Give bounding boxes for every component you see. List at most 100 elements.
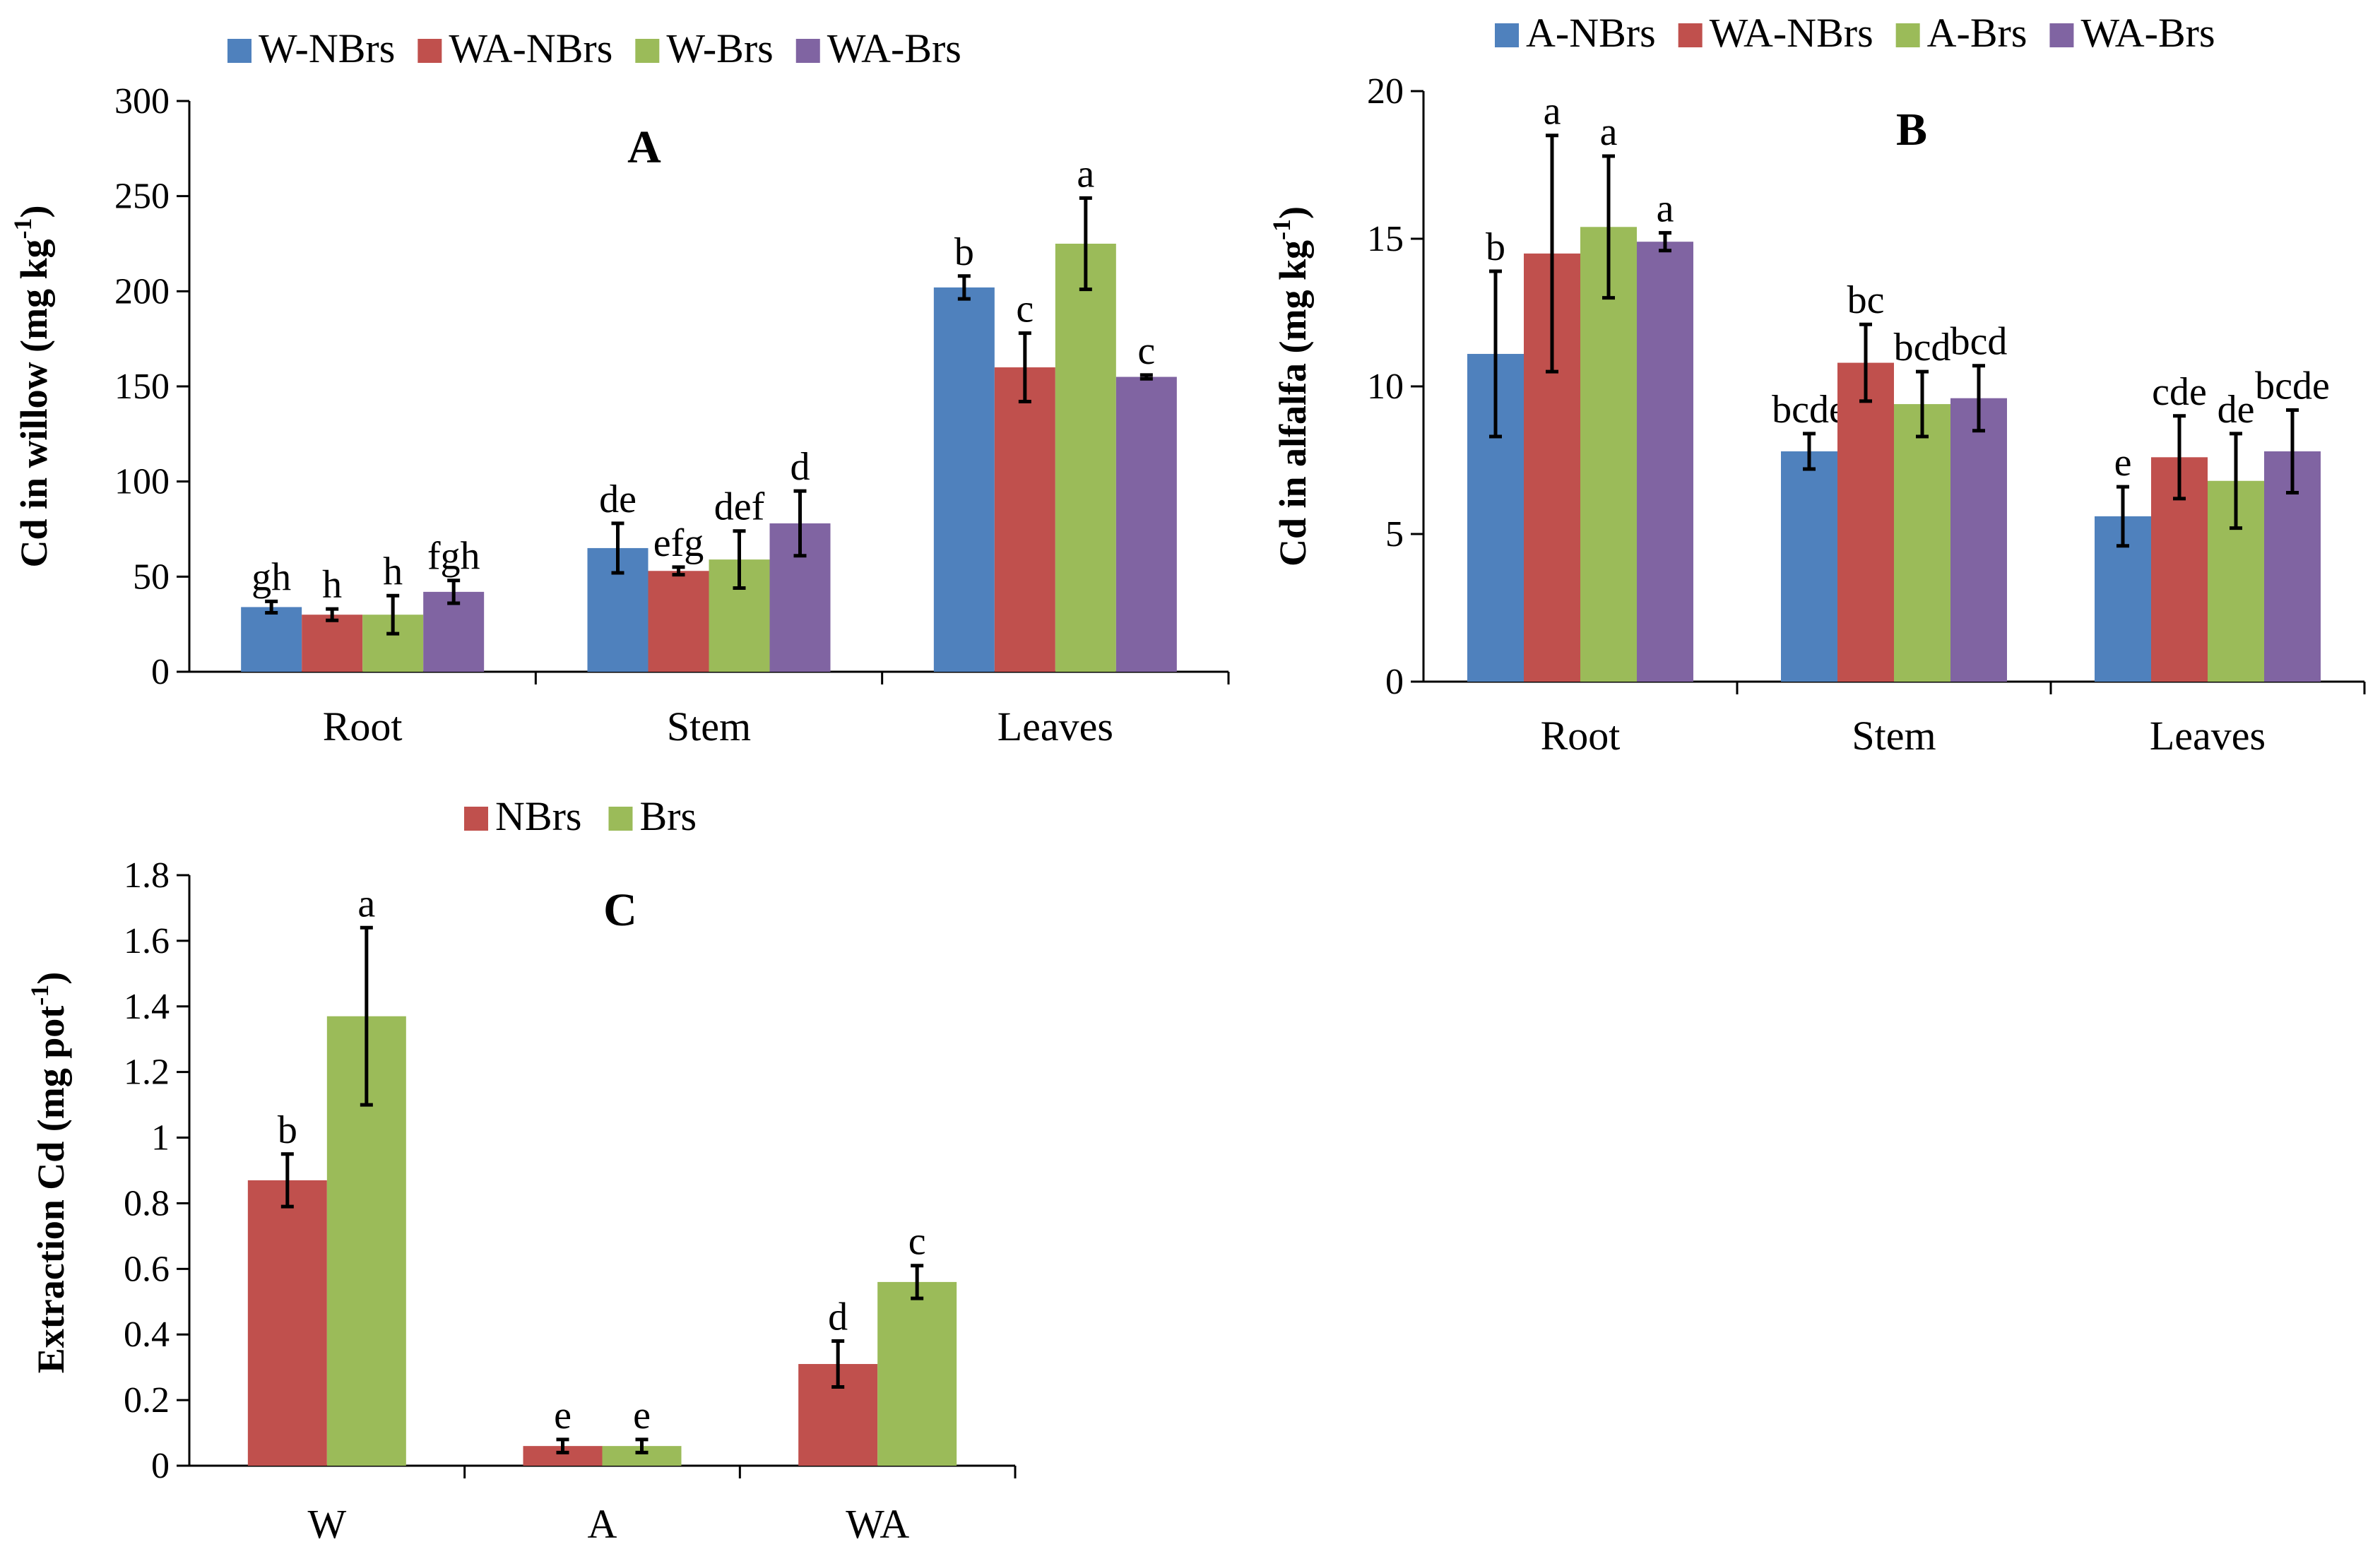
panel-c-legend-label: Brs (639, 793, 697, 839)
panel-b-legend-swatch (1495, 23, 1519, 47)
panel-a-significance-letter: efg (653, 521, 704, 565)
panel-b-legend-swatch (1678, 23, 1703, 47)
panel-c-y-tick-label: 0.8 (124, 1183, 170, 1223)
panel-b-significance-letter: bcde (1772, 388, 1847, 432)
panel-a-legend-label: WA-NBrs (449, 25, 612, 71)
panel-a-y-tick-label: 0 (151, 652, 170, 692)
panel-a-y-tick-label: 50 (133, 557, 170, 597)
panel-a-significance-letter: b (954, 230, 974, 274)
panel-b-significance-letter: bc (1847, 278, 1885, 322)
panel-b-y-tick-label: 20 (1367, 71, 1404, 112)
panel-b-significance-letter: e (2114, 441, 2132, 485)
panel-b-category-label: Leaves (2150, 713, 2266, 759)
panel-a-significance-letter: gh (251, 555, 291, 599)
panel-a-bar (302, 615, 363, 672)
panel-a-legend-label: W-NBrs (259, 25, 395, 71)
panel-c-y-axis-title: Extraction Cd (mg pot-1) (25, 972, 72, 1373)
panel-c-legend-swatch (608, 807, 633, 831)
panel-a-bar (648, 571, 709, 672)
panel-a-legend-swatch (635, 39, 660, 63)
panel-c-category-label: WA (846, 1501, 909, 1547)
panel-a-category-label: Leaves (997, 704, 1113, 749)
panel-a-category-label: Stem (667, 704, 751, 749)
panel-b-y-tick-label: 0 (1385, 662, 1404, 702)
panel-c-y-tick-label: 1.2 (124, 1052, 170, 1093)
panel-a-significance-letter: c (1016, 287, 1034, 331)
panel-a-legend-label: WA-Brs (827, 25, 961, 71)
panel-b-legend-swatch (2049, 23, 2074, 47)
panel-c-significance-letter: e (554, 1394, 572, 1437)
panel-c-chart: 00.20.40.60.811.21.41.61.8W A WAbedaecNBrs… (25, 793, 1017, 1547)
panel-a-significance-letter: c (1137, 329, 1155, 373)
panel-a-significance-letter: h (322, 563, 342, 607)
panel-b-bar (1837, 362, 1894, 682)
panel-a-legend-swatch (418, 39, 442, 63)
panel-a-category-label: Root (323, 704, 403, 749)
panel-c-significance-letter: a (357, 882, 375, 925)
panel-a-bar (1115, 376, 1177, 672)
panel-c-y-tick-label: 0.4 (124, 1315, 170, 1355)
panel-b-bar (1580, 227, 1637, 682)
panel-a-y-tick-label: 250 (114, 177, 170, 217)
panel-a-y-tick-label: 300 (114, 81, 170, 121)
panel-c-category-label: W (307, 1501, 346, 1547)
panel-a-legend-swatch (795, 39, 820, 63)
panel-c-y-tick-label: 0.6 (124, 1249, 170, 1289)
panel-a-bar (994, 367, 1055, 672)
panel-b-bar (1894, 404, 1950, 682)
panel-a-y-axis-title: Cd in willow (mg kg-1) (8, 205, 55, 567)
panel-c-significance-letter: b (278, 1108, 297, 1152)
panel-a-bar (241, 607, 302, 672)
panel-b-legend-swatch (1895, 23, 1920, 47)
panel-c-bar (247, 1180, 327, 1466)
panel-a-y-tick-label: 200 (114, 271, 170, 312)
panel-c-title: C (603, 884, 637, 936)
panel-b-significance-letter: bcd (1950, 320, 2008, 364)
panel-a-y-tick-label: 150 (114, 367, 170, 407)
panel-c-y-tick-label: 1.6 (124, 921, 170, 961)
panel-b-significance-letter: bcde (2255, 364, 2330, 408)
panel-b-significance-letter: de (2218, 388, 2255, 432)
panel-b-title: B (1896, 104, 1927, 155)
panel-c-y-tick-label: 0.2 (124, 1380, 170, 1420)
panel-c-legend-swatch (464, 807, 488, 831)
panel-a-significance-letter: d (791, 445, 810, 489)
panel-b-significance-letter: bcd (1894, 326, 1951, 369)
panel-b-significance-letter: a (1544, 90, 1561, 134)
panel-b-y-axis-title: Cd in alfalfa (mg kg-1) (1267, 206, 1314, 567)
panel-b-significance-letter: a (1657, 187, 1674, 231)
panel-c-bar (877, 1281, 957, 1466)
panel-a-significance-letter: def (714, 485, 765, 529)
panel-a-title: A (627, 121, 661, 173)
panel-b-bar (1781, 451, 1837, 682)
panel-b-y-tick-label: 10 (1367, 367, 1404, 407)
panel-b-category-label: Root (1541, 713, 1621, 759)
panel-a-significance-letter: h (383, 550, 403, 593)
panel-c-y-tick-label: 1.8 (124, 855, 170, 896)
panel-b-bar (1950, 398, 2007, 682)
panel-a-legend-label: W-Brs (666, 25, 773, 71)
panel-a-significance-letter: fgh (427, 535, 480, 579)
panel-b-legend-label: WA-NBrs (1710, 10, 1873, 56)
panel-b-significance-letter: a (1600, 110, 1618, 154)
panel-c-significance-letter: e (633, 1394, 651, 1437)
panel-b-bar (1637, 242, 1693, 682)
panel-b-chart: 0 5 10 15 20 Root Stem Leaves b bcde e a bc cde a bcd de… (1267, 10, 2366, 759)
panel-a-significance-letter: a (1077, 152, 1094, 196)
panel-a-bar (423, 591, 485, 672)
panel-c-y-tick-label: 1 (151, 1118, 170, 1158)
panel-c-category-label: A (588, 1501, 617, 1547)
panel-a-legend-swatch (227, 39, 251, 63)
panel-a-bar (933, 287, 995, 672)
panel-c-y-tick-label: 1.4 (124, 987, 170, 1027)
panel-c-y-tick-label: 0 (151, 1446, 170, 1486)
panel-b-significance-letter: b (1486, 225, 1505, 269)
panel-b-y-tick-label: 5 (1385, 514, 1404, 554)
panel-a-y-tick-label: 100 (114, 462, 170, 502)
panel-b-legend-label: A-NBrs (1526, 10, 1656, 56)
panel-b-category-label: Stem (1852, 713, 1936, 759)
panel-a-significance-letter: de (599, 478, 637, 521)
panel-c-legend-label: NBrs (495, 793, 581, 839)
panel-b-legend-label: WA-Brs (2080, 10, 2215, 56)
